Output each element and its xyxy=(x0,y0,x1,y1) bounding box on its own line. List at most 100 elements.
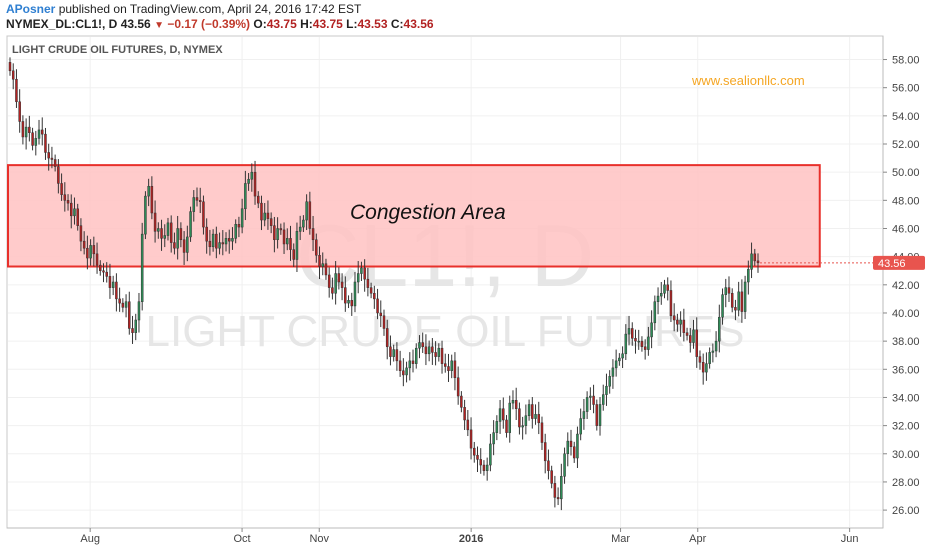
author-link[interactable]: APosner xyxy=(6,2,56,16)
candle-body xyxy=(53,159,57,167)
candle-body xyxy=(102,270,105,273)
candle-body xyxy=(302,219,305,228)
y-tick-label: 54.00 xyxy=(892,111,920,123)
candle-body xyxy=(385,328,389,348)
candle-body xyxy=(434,352,437,357)
candle-body xyxy=(208,240,212,248)
candle-body xyxy=(166,222,170,236)
candle-body xyxy=(521,425,524,428)
candle-body xyxy=(479,459,482,466)
candle-body xyxy=(460,395,463,408)
candle-body xyxy=(473,447,476,456)
candle-body xyxy=(469,429,473,449)
y-tick-label: 40.00 xyxy=(892,308,920,320)
candle-body xyxy=(99,264,102,271)
y-tick-label: 52.00 xyxy=(892,139,920,151)
candle-body xyxy=(366,278,370,288)
candle-body xyxy=(21,121,25,138)
candle-body xyxy=(347,300,350,304)
candle-body xyxy=(679,319,682,325)
candle-body xyxy=(15,78,18,103)
candle-body xyxy=(40,129,44,135)
candle-body xyxy=(134,319,137,333)
price-tag-bg xyxy=(873,255,925,270)
chart-title: LIGHT CRUDE OIL FUTURES, D, NYMEX xyxy=(12,44,223,56)
candle-body xyxy=(298,226,302,232)
candle-body xyxy=(315,239,318,256)
candle-body xyxy=(672,315,676,321)
candle-body xyxy=(498,408,502,422)
candle-body xyxy=(334,273,337,294)
candle-body xyxy=(269,218,273,226)
candle-body xyxy=(708,352,711,364)
price-axis[interactable]: 26.00 28.00 30.00 32.00 34.00 36.00 38.00 40.00… xyxy=(882,36,920,528)
candle-body xyxy=(721,294,724,318)
y-tick-label: 26.00 xyxy=(892,505,920,517)
candle-body xyxy=(73,208,76,217)
candle-body xyxy=(682,319,686,333)
candle-body xyxy=(666,284,669,291)
candle-body xyxy=(637,340,640,343)
candle-body xyxy=(140,233,144,302)
candle-body xyxy=(566,440,570,455)
candle-body xyxy=(182,239,186,253)
candle-body xyxy=(463,407,466,421)
candle-body xyxy=(550,470,553,484)
ohlc-line: NYMEX_DL:CL1!, D 43.56 ▼ −0.17 (−0.39%) … xyxy=(6,17,434,31)
candle-body xyxy=(592,395,595,405)
candle-body xyxy=(205,226,208,242)
candle-body xyxy=(89,245,92,259)
candle-body xyxy=(389,346,392,357)
candle-body xyxy=(711,350,715,353)
candle-body xyxy=(618,357,621,362)
candle-body xyxy=(57,166,60,184)
candle-body xyxy=(527,404,531,417)
candle-body xyxy=(695,329,698,357)
candle-body xyxy=(79,225,83,242)
candle-body xyxy=(734,307,737,311)
candle-body xyxy=(92,245,96,255)
y-tick-label: 42.00 xyxy=(892,280,920,292)
candle-body xyxy=(128,301,131,329)
candle-body xyxy=(253,171,257,197)
candle-body xyxy=(266,212,270,219)
candle-body xyxy=(105,271,108,277)
candle-body xyxy=(476,454,479,460)
candle-body xyxy=(650,322,653,338)
candle-body xyxy=(121,302,125,308)
high-label: H: xyxy=(300,17,313,31)
candle-body xyxy=(260,202,263,221)
y-tick-label: 56.00 xyxy=(892,83,920,95)
candle-body xyxy=(689,335,692,343)
candle-body xyxy=(376,298,379,314)
candle-body xyxy=(402,370,405,376)
header-bar: APosner published on TradingView.com, Ap… xyxy=(0,0,932,32)
candle-body xyxy=(605,385,608,395)
candle-body xyxy=(76,208,79,226)
candle-body xyxy=(747,269,750,283)
candle-body xyxy=(456,377,460,397)
candle-body xyxy=(647,336,650,350)
candle-body xyxy=(373,293,376,300)
last-price: 43.56 xyxy=(120,17,151,31)
y-tick-label: 32.00 xyxy=(892,421,920,433)
candle-body xyxy=(718,316,721,342)
candle-body xyxy=(179,228,183,241)
y-tick-label: 36.00 xyxy=(892,364,920,376)
y-tick-label: 38.00 xyxy=(892,336,920,348)
candle-body xyxy=(66,200,70,204)
candle-body xyxy=(543,442,547,462)
candle-body xyxy=(569,440,573,447)
candle-body xyxy=(353,281,357,307)
y-tick-label: 58.00 xyxy=(892,55,920,67)
candle-body xyxy=(276,228,279,241)
time-axis[interactable]: Aug Oct Nov 2016 Mar Apr Jun xyxy=(7,527,883,545)
candle-body xyxy=(485,464,489,471)
candle-body xyxy=(676,319,679,325)
candle-body xyxy=(663,284,666,294)
candle-body xyxy=(421,342,424,348)
candle-body xyxy=(115,281,118,300)
candle-body xyxy=(489,443,492,466)
candle-body xyxy=(753,253,757,262)
